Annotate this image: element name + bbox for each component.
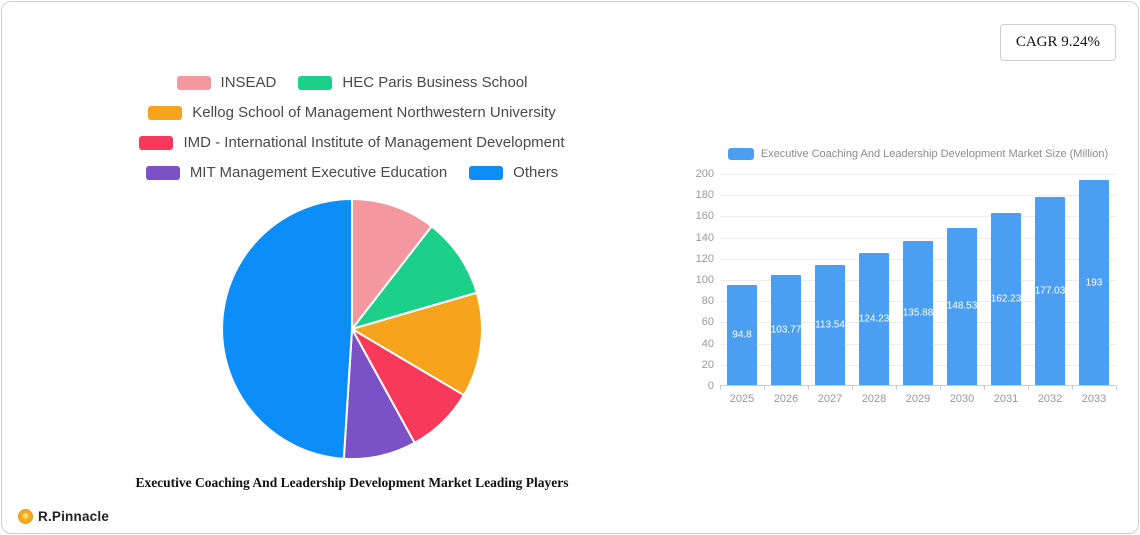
legend-swatch — [298, 75, 333, 90]
bar-chart: 0 20 40 60 80 100 120 140 160 180 200 94.8 103.77 113… — [696, 168, 1117, 392]
bar-legend-label: Executive Coaching And Leadership Develo… — [760, 148, 1109, 160]
x-axis-category-label: 2032 — [1037, 393, 1063, 405]
x-axis-tick-mark — [1116, 386, 1117, 390]
pie-legend-item[interactable]: INSEAD — [176, 74, 277, 91]
y-axis-tick-label: 140 — [695, 231, 714, 244]
rpinnacle-logo-icon — [18, 509, 33, 524]
y-axis-tick-label: 100 — [695, 274, 714, 286]
bar-legend[interactable]: Executive Coaching And Leadership Develo… — [720, 148, 1116, 160]
pie-legend-item[interactable]: HEC Paris Business School — [298, 74, 527, 91]
x-axis-category-label: 2029 — [905, 393, 931, 405]
pie-legend-item[interactable]: Others — [469, 164, 558, 181]
bar-2028: 124.23 — [859, 253, 889, 385]
bar-2033: 193 — [1079, 180, 1109, 385]
pie-chart-section: INSEAD HEC Paris Business School Kellog Sc… — [72, 74, 632, 491]
bar-chart-x-axis: 2025 2026 2027 2028 2029 2030 2031 2032 2033 — [720, 386, 1116, 408]
legend-swatch — [145, 165, 180, 180]
x-axis-category-label: 2028 — [861, 393, 887, 405]
x-axis-category-label: 2027 — [817, 393, 843, 405]
bar-value-label: 124.23 — [858, 313, 890, 325]
x-axis-category-label: 2031 — [993, 393, 1019, 405]
y-axis-tick-label: 20 — [701, 358, 714, 371]
bar-value-label: 113.54 — [815, 319, 845, 331]
x-axis-category-label: 2026 — [773, 393, 799, 405]
y-axis-tick-label: 200 — [695, 168, 714, 180]
legend-label: IMD - International Institute of Managem… — [183, 134, 565, 151]
gridline — [720, 174, 1116, 175]
y-axis-tick-label: 180 — [695, 189, 714, 202]
y-axis-tick-label: 60 — [701, 316, 714, 329]
y-axis-tick-label: 0 — [707, 380, 714, 392]
bar-2025: 94.8 — [727, 284, 757, 385]
pie-legend: INSEAD HEC Paris Business School Kellog Sc… — [72, 74, 632, 181]
legend-label: MIT Management Executive Education — [189, 164, 448, 181]
legend-label: Others — [513, 164, 559, 181]
y-axis-tick-label: 160 — [695, 210, 714, 223]
bar-2030: 148.53 — [946, 227, 978, 385]
bar-2026: 103.77 — [771, 275, 801, 385]
y-axis-tick-label: 40 — [701, 337, 714, 350]
rpinnacle-logo-text: R.Pinnacle — [38, 509, 110, 524]
pie-chart-title: Executive Coaching And Leadership Develo… — [135, 475, 569, 490]
bar-value-label: 103.77 — [770, 324, 802, 336]
bar-value-label: 162.23 — [990, 293, 1022, 305]
x-axis-category-label: 2025 — [729, 393, 755, 405]
legend-swatch — [176, 75, 211, 90]
cagr-label: CAGR 9.24% — [1015, 34, 1100, 50]
legend-swatch — [469, 165, 504, 180]
gridline — [720, 216, 1116, 218]
bar-value-label: 135.88 — [902, 307, 934, 319]
x-axis-tick-mark — [1072, 386, 1073, 390]
bar-value-label: 177.03 — [1034, 285, 1066, 297]
bar-value-label: 94.8 — [732, 329, 752, 341]
pie-slice-2 — [351, 291, 483, 397]
rpinnacle-logo: R.Pinnacle — [18, 509, 109, 524]
bar-2027: 113.54 — [815, 264, 845, 385]
pie-legend-item[interactable]: IMD - International Institute of Managem… — [139, 134, 565, 151]
bar-value-label: 148.53 — [946, 300, 978, 312]
cagr-badge: CAGR 9.24% — [999, 24, 1116, 61]
x-axis-tick-mark — [764, 386, 765, 390]
bar-chart-section: Executive Coaching And Leadership Develo… — [690, 148, 1122, 408]
legend-swatch — [148, 105, 183, 120]
x-axis-tick-mark — [808, 386, 809, 390]
gridline — [720, 237, 1116, 239]
x-axis-tick-mark — [940, 386, 941, 390]
gridline — [720, 195, 1116, 197]
x-axis-category-label: 2030 — [949, 393, 975, 405]
x-axis-tick-mark — [896, 386, 897, 390]
pie-slice-1 — [351, 225, 478, 330]
pie-slice-0 — [351, 198, 433, 330]
x-axis-tick-mark — [1028, 386, 1029, 390]
bar-2032: 177.03 — [1035, 197, 1065, 385]
pie-legend-item[interactable]: MIT Management Executive Education — [145, 164, 448, 181]
pie-legend-item[interactable]: Kellog School of Management Northwestern… — [148, 104, 556, 121]
legend-label: HEC Paris Business School — [342, 74, 528, 91]
pie-chart — [221, 198, 483, 460]
x-axis-tick-mark — [852, 386, 853, 390]
bar-2031: 162.23 — [991, 213, 1021, 385]
x-axis-tick-mark — [984, 386, 985, 390]
pie-slice-5 — [221, 198, 353, 460]
x-axis-category-label: 2033 — [1081, 393, 1107, 405]
y-axis-tick-label: 80 — [701, 295, 714, 308]
legend-label: Kellog School of Management Northwestern… — [192, 104, 556, 121]
legend-label: INSEAD — [220, 74, 277, 91]
bar-legend-swatch — [727, 148, 754, 160]
bar-value-label: 193 — [1085, 277, 1103, 289]
x-axis-tick-mark — [720, 386, 721, 390]
legend-swatch — [139, 135, 174, 150]
bar-2029: 135.88 — [903, 241, 933, 385]
y-axis-tick-label: 120 — [695, 252, 714, 265]
